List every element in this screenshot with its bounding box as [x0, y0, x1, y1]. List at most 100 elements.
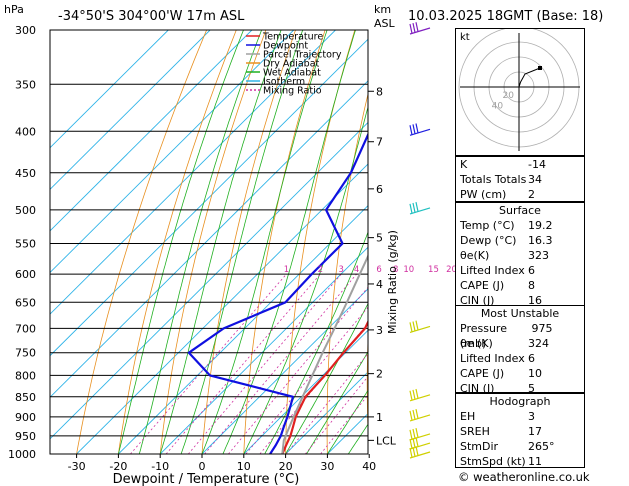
- mixing-ratio-line: [245, 306, 368, 454]
- isotherm-line: [201, 288, 368, 454]
- most-unstable-row: CIN (J) 5: [456, 381, 584, 396]
- hodograph-stat-label: StmDir: [460, 440, 499, 453]
- wind-barb: [409, 388, 431, 402]
- isotherm-line: [50, 30, 336, 315]
- pressure-unit-label: hPa: [4, 3, 24, 16]
- surface-table: Surface Temp (°C) 19.2 Dewp (°C) 16.3 θe(K) 3…: [455, 202, 585, 308]
- most-unstable-value: 10: [528, 367, 542, 380]
- legend-entry: Parcel Trajectory: [263, 50, 342, 61]
- plot-frame: [49, 29, 369, 455]
- altitude-tick-label: 2: [376, 368, 383, 381]
- temperature-tick-label: 30: [320, 460, 334, 473]
- altitude-tick-label: 6: [376, 183, 383, 196]
- most-unstable-label: θe (K): [460, 337, 493, 350]
- mixing-ratio-label: 2: [318, 265, 323, 275]
- wind-barb-flag: [412, 22, 416, 33]
- hodograph-stat-value: 17: [528, 425, 542, 438]
- wind-barb-shaft: [409, 442, 431, 450]
- pressure-tick-label: 500: [15, 204, 36, 217]
- wind-barb-shaft: [409, 207, 431, 215]
- dry-adiabat-line: [76, 30, 207, 454]
- mixing-ratio-line: [204, 273, 357, 454]
- most-unstable-value: 6: [528, 352, 535, 365]
- surface-row: CAPE (J) 8: [456, 278, 584, 293]
- dry-adiabat-line: [584, 30, 620, 454]
- surface-row: Temp (°C) 19.2: [456, 218, 584, 233]
- pressure-tick-label: 850: [15, 391, 36, 404]
- pressure-tick-label: 600: [15, 268, 36, 281]
- isotherm-line: [118, 205, 368, 454]
- hodograph-stat-row: SREH 17: [456, 424, 584, 439]
- wind-barb-flag: [412, 438, 416, 448]
- datetime-title: 10.03.2025 18GMT (Base: 18): [408, 9, 603, 24]
- wind-barb-flag: [412, 124, 416, 134]
- isotherm-line: [50, 30, 211, 190]
- surface-row: CIN (J) 16: [456, 293, 584, 308]
- hodograph-stat-label: SREH: [460, 425, 490, 438]
- pressure-tick-label: 800: [15, 369, 36, 382]
- temperature-tick-label: 10: [237, 460, 251, 473]
- dry-adiabat-line: [159, 30, 267, 454]
- surface-value: 6: [528, 264, 535, 277]
- isotherm-line: [76, 163, 368, 454]
- mixing-ratio-label: 20: [446, 265, 457, 275]
- isotherm-line: [50, 30, 253, 232]
- index-value: 34: [528, 173, 542, 186]
- most-unstable-value: 5: [528, 382, 535, 395]
- hodograph-stat-value: 11: [528, 455, 542, 468]
- legend-entry: Isotherm: [263, 77, 305, 88]
- wind-barb-flag: [409, 410, 413, 421]
- hodograph-stat-value: 265°: [528, 440, 555, 453]
- wind-barb-shaft: [409, 27, 431, 35]
- wind-barb-flag: [415, 388, 419, 399]
- legend-entry: Dry Adiabat: [263, 59, 320, 70]
- wind-barb-flag: [415, 408, 419, 419]
- index-label: Totals Totals: [460, 173, 527, 186]
- surface-label: Lifted Index: [460, 264, 525, 277]
- hodograph-table: Hodograph EH 3 SREH 17 StmDir 265° StmSpd (kt)…: [455, 393, 585, 468]
- mixing-ratio-line: [259, 322, 368, 454]
- location-title: -34°50'S 304°00'W 17m ASL: [58, 9, 245, 24]
- wind-barb: [409, 22, 431, 35]
- dry-adiabat-line: [118, 30, 237, 454]
- hodograph-trace: [518, 67, 541, 88]
- isotherm-line: [159, 246, 368, 454]
- surface-label: Dewp (°C): [460, 234, 517, 247]
- surface-row: θe(K) 323: [456, 248, 584, 263]
- pressure-tick-label: 750: [15, 347, 36, 360]
- hodograph-panel: kt 20 40: [455, 26, 585, 156]
- dry-adiabat-line: [406, 30, 444, 454]
- wind-barb: [409, 123, 431, 136]
- legend-entry: Temperature: [262, 32, 323, 43]
- altitude-unit-label: km: [374, 3, 391, 16]
- altitude-tick-label: 3: [376, 324, 383, 337]
- wind-barb-flag: [415, 320, 419, 331]
- pressure-tick-label: 650: [15, 296, 36, 309]
- dry-adiabat-line: [617, 30, 629, 454]
- hodograph-stat-row: StmDir 265°: [456, 439, 584, 454]
- hodograph-storm-marker: [538, 66, 542, 70]
- wind-barb: [409, 320, 431, 333]
- mixing-ratio-label: 15: [428, 265, 439, 275]
- pressure-tick-label: 1000: [8, 448, 36, 461]
- x-axis-title: Dewpoint / Temperature (°C): [113, 472, 300, 486]
- temperature-tick-label: -10: [151, 460, 169, 473]
- temperature-tick-labels: -30 -20 -10 0 10 20 30 40: [68, 454, 376, 473]
- most-unstable-label: CAPE (J): [460, 367, 505, 380]
- surface-label: θe(K): [460, 249, 490, 262]
- pressure-tick-labels: 300 350 400 450 500 550 600 650 700 750 800 850 900 9…: [8, 24, 36, 461]
- temperature-tick-label: -20: [109, 460, 127, 473]
- index-row: K -14: [456, 157, 584, 172]
- index-label: K: [460, 158, 468, 171]
- isotherm-line: [50, 121, 368, 440]
- pressure-tick-label: 700: [15, 322, 36, 335]
- legend-entry: Mixing Ratio: [263, 86, 322, 97]
- wind-barb-flag: [415, 201, 419, 212]
- wind-barb-shaft: [409, 128, 431, 136]
- index-row: Totals Totals 34: [456, 172, 584, 187]
- most-unstable-title: Most Unstable: [480, 307, 560, 320]
- temperature-profile: [281, 319, 368, 454]
- isotherm-line: [50, 30, 295, 274]
